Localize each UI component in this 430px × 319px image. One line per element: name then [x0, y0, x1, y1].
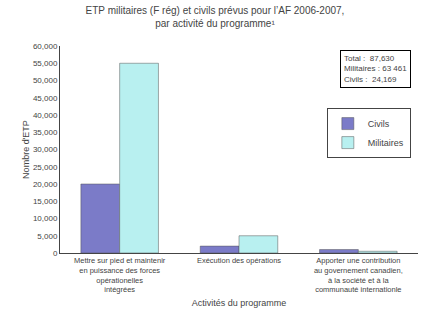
- svg-text:60,000: 60,000: [33, 42, 58, 51]
- svg-text:20,000: 20,000: [33, 180, 58, 189]
- svg-text:10,000: 10,000: [33, 214, 58, 223]
- svg-text:40,000: 40,000: [33, 111, 58, 120]
- svg-text:50,000: 50,000: [33, 76, 58, 85]
- svg-text:25,000: 25,000: [33, 163, 58, 172]
- svg-text:0: 0: [53, 249, 58, 258]
- svg-text:Civils: Civils: [368, 119, 390, 129]
- svg-text:55,000: 55,000: [33, 59, 58, 68]
- svg-text:Mettre sur pied et mainteniren: Mettre sur pied et mainteniren puissance…: [74, 256, 166, 294]
- svg-text:30,000: 30,000: [33, 145, 58, 154]
- svg-text:5,000: 5,000: [37, 232, 58, 241]
- svg-text:Nombre d'ETP: Nombre d'ETP: [21, 120, 31, 179]
- svg-text:Total : 87,630Militaires : 63: Total : 87,630Militaires : 63 461Civils …: [344, 54, 407, 84]
- svg-text:Militaires: Militaires: [368, 138, 404, 148]
- svg-text:45,000: 45,000: [33, 94, 58, 103]
- svg-text:ETP militaires (F rég) et civi: ETP militaires (F rég) et civils prévus …: [86, 5, 345, 29]
- svg-text:35,000: 35,000: [33, 128, 58, 137]
- svg-text:15,000: 15,000: [33, 197, 58, 206]
- svg-text:Apporter une contributionau go: Apporter une contributionau governement …: [314, 256, 403, 294]
- svg-text:Exécution des opérations: Exécution des opérations: [197, 256, 281, 265]
- svg-text:Activités du programme: Activités du programme: [192, 298, 287, 308]
